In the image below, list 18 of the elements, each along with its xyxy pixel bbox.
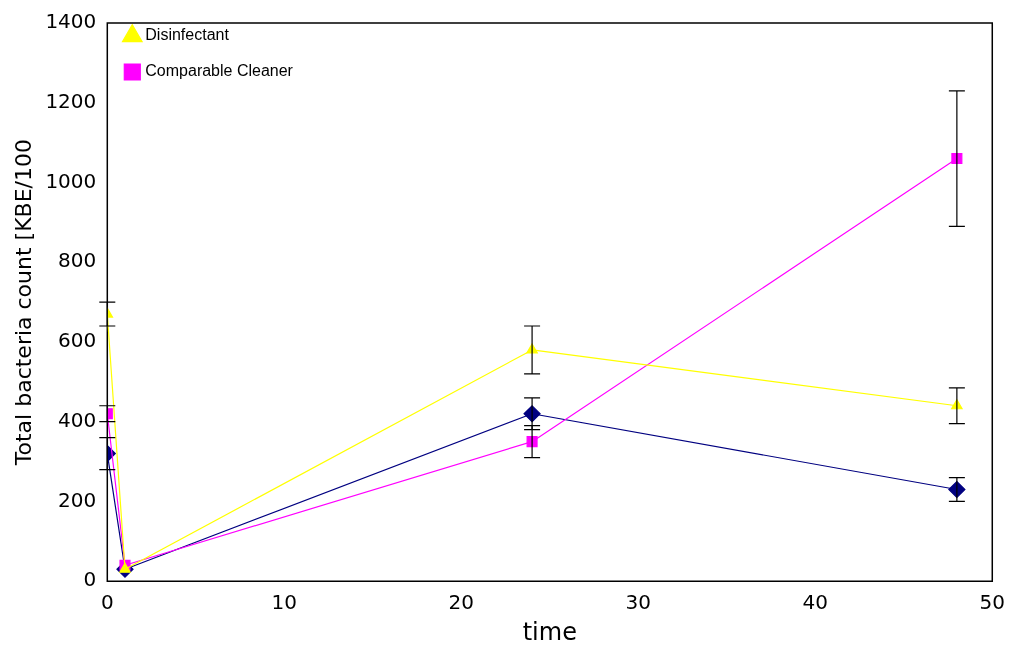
x-tick-label: 40 [802, 590, 829, 615]
x-tick-label: 10 [271, 590, 298, 615]
y-tick-label: 800 [58, 248, 97, 273]
x-tick-label: 20 [448, 590, 475, 615]
y-tick-label: 0 [83, 567, 97, 592]
y-tick-label: 1000 [45, 168, 97, 193]
y-tick-label: 400 [58, 407, 97, 432]
x-tick-label: 30 [625, 590, 652, 615]
y-tick-label: 200 [58, 487, 97, 512]
y-axis-title: Total bacteria count [KBE/100 [10, 139, 36, 467]
y-tick-label: 600 [58, 328, 97, 353]
x-tick-label: 50 [979, 590, 1005, 615]
legend-label: Comparable Cleaner [145, 62, 294, 80]
y-tick-label: 1200 [45, 88, 97, 113]
legend-label: Disinfectant [145, 26, 230, 44]
y-tick-label: 1400 [45, 9, 97, 34]
x-tick-label: 0 [100, 590, 114, 615]
x-axis-title: time [522, 617, 577, 646]
